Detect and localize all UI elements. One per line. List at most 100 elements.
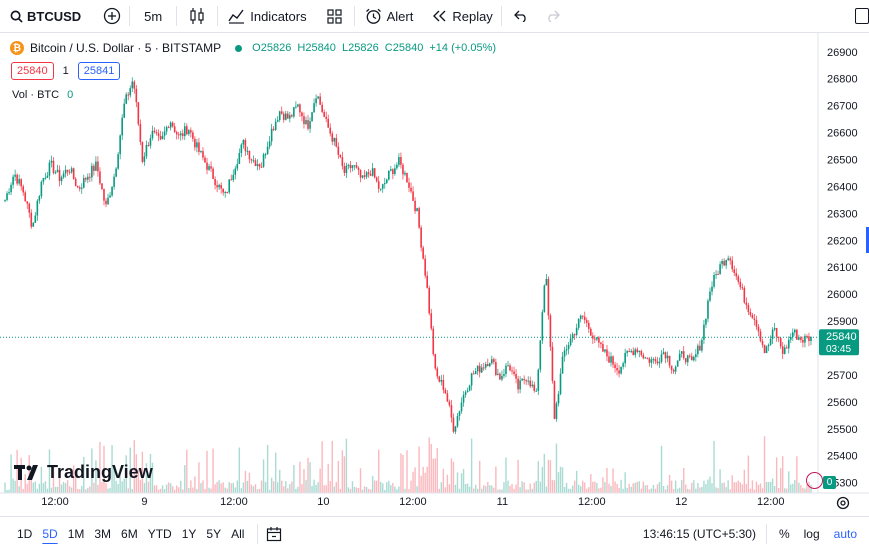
volume-bar xyxy=(307,457,309,493)
volume-bar xyxy=(196,489,198,493)
price-tick-label: 26300 xyxy=(827,208,858,220)
candle-body xyxy=(93,165,95,171)
templates-button[interactable] xyxy=(315,0,354,32)
candle-body xyxy=(478,365,481,373)
range-button-1m[interactable]: 1M xyxy=(67,526,85,541)
candle-body xyxy=(38,196,41,201)
range-button-all[interactable]: All xyxy=(231,526,245,541)
candle-body xyxy=(450,405,453,418)
symbol-search-button[interactable]: BTCUSD xyxy=(0,0,89,32)
range-button-5d[interactable]: 5D xyxy=(42,526,58,541)
candle-body xyxy=(430,313,433,329)
volume-bar xyxy=(210,488,212,493)
range-button-3m[interactable]: 3M xyxy=(94,526,112,541)
candle-body xyxy=(365,172,368,177)
volume-bar xyxy=(4,482,6,493)
fullscreen-button[interactable] xyxy=(855,8,869,24)
candle-body xyxy=(289,115,291,119)
candle-body xyxy=(238,153,241,164)
volume-bar xyxy=(198,462,200,493)
volume-badge: 0 xyxy=(823,476,836,489)
volume-bar xyxy=(81,485,83,493)
volume-bar xyxy=(442,468,445,493)
price-chart[interactable]: 2530025400255002560025700258002590026000… xyxy=(0,33,869,516)
volume-bar xyxy=(339,488,342,493)
chart-type-button[interactable] xyxy=(177,0,217,32)
volume-bar xyxy=(333,486,335,493)
candle-body xyxy=(212,168,214,179)
volume-bar xyxy=(689,489,691,493)
candle-body xyxy=(735,273,738,277)
rewind-icon xyxy=(433,10,446,22)
volume-bar xyxy=(171,486,174,493)
volume-bar xyxy=(543,453,546,493)
candle-body xyxy=(234,168,237,175)
candle-body xyxy=(82,178,85,188)
volume-bar xyxy=(551,479,554,493)
candle-body xyxy=(596,337,598,340)
candle-body xyxy=(755,320,758,327)
chart-pane[interactable]: 2530025400255002560025700258002590026000… xyxy=(0,33,869,516)
range-button-1d[interactable]: 1D xyxy=(17,526,33,541)
buy-button[interactable]: 25841 xyxy=(77,62,121,80)
calendar-goto-icon[interactable] xyxy=(266,526,282,542)
indicators-label: Indicators xyxy=(250,8,307,24)
candle-body xyxy=(523,378,525,381)
sell-button[interactable]: 25840 xyxy=(11,62,54,80)
volume-bar xyxy=(456,472,459,493)
candle-body xyxy=(602,344,604,352)
interval-button[interactable]: 5m xyxy=(130,0,176,32)
candle-body xyxy=(426,275,428,288)
volume-bar xyxy=(151,462,154,493)
volume-bar xyxy=(600,487,602,493)
volume-bar xyxy=(638,481,640,493)
volume-bar xyxy=(44,481,47,493)
replay-button[interactable]: Replay xyxy=(421,0,500,32)
candle-body xyxy=(50,160,53,163)
volume-bar xyxy=(295,488,297,493)
candle-body xyxy=(339,154,342,158)
volume-bar xyxy=(26,483,28,493)
candle-body xyxy=(688,355,691,357)
volume-bar xyxy=(22,489,24,493)
spread-value: 1 xyxy=(62,65,69,77)
candle-body xyxy=(608,356,610,363)
volume-bar xyxy=(297,486,299,493)
volume-bar xyxy=(672,489,675,493)
replay-label: Replay xyxy=(452,8,493,24)
range-button-6m[interactable]: 6M xyxy=(121,526,138,541)
candle-body xyxy=(206,162,208,170)
volume-bar xyxy=(18,486,20,493)
clock-timezone[interactable]: 13:46:15 (UTC+5:30) xyxy=(642,527,756,541)
volume-bar xyxy=(287,488,289,493)
tradingview-logo[interactable]: TradingView xyxy=(14,462,153,483)
auto-scale-toggle[interactable]: auto xyxy=(833,527,857,541)
candle-body xyxy=(763,344,766,354)
range-button-1y[interactable]: 1Y xyxy=(181,526,197,541)
volume-bar xyxy=(155,485,158,493)
candle-body xyxy=(707,300,709,319)
right-panel-toggle[interactable] xyxy=(866,227,869,253)
range-button-ytd[interactable]: YTD xyxy=(147,526,172,541)
compare-symbol-button[interactable] xyxy=(89,0,129,32)
undo-button[interactable] xyxy=(502,0,540,32)
redo-button[interactable] xyxy=(540,0,566,32)
log-scale-toggle[interactable]: log xyxy=(803,527,820,541)
gear-icon[interactable] xyxy=(836,496,850,510)
volume-bar xyxy=(614,481,616,493)
candle-body xyxy=(163,131,166,136)
candle-body xyxy=(349,164,352,169)
candle-body xyxy=(640,350,643,356)
series-title[interactable]: Bitcoin / U.S. Dollar · 5 · BITSTAMP xyxy=(30,41,222,55)
volume-bar xyxy=(101,482,103,493)
indicators-button[interactable]: Indicators xyxy=(218,0,314,32)
percent-scale-toggle[interactable]: % xyxy=(778,527,790,541)
candle-body xyxy=(634,349,637,355)
chart-event-marker[interactable] xyxy=(806,472,823,489)
range-button-5y[interactable]: 5Y xyxy=(206,526,222,541)
volume-bar xyxy=(135,454,138,493)
volume-bar xyxy=(487,481,489,493)
alert-button[interactable]: Alert xyxy=(355,0,422,32)
volume-bar xyxy=(200,483,202,493)
volume-bar xyxy=(796,456,798,493)
